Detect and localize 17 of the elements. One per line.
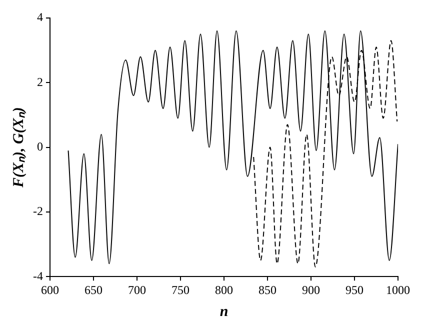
y-axis-title: F(Xₙ), G(Xₙ) — [10, 107, 27, 188]
x-tick-label: 600 — [40, 282, 59, 297]
y-tick-label: -4 — [32, 268, 43, 283]
x-axis-title: n — [220, 304, 228, 320]
y-tick-label: -2 — [32, 204, 43, 218]
x-tick-label: 750 — [172, 282, 190, 297]
x-tick-label: 900 — [302, 282, 320, 297]
x-tick-label: 850 — [258, 282, 276, 297]
y-tick-label: 2 — [36, 74, 43, 89]
x-tick-label: 950 — [346, 282, 364, 297]
x-tick-label: 1000 — [386, 282, 410, 297]
line-series — [68, 30, 398, 264]
x-tick-label: 800 — [215, 282, 233, 297]
x-tick-label: 700 — [128, 282, 146, 297]
y-tick-label: 0 — [36, 139, 43, 154]
y-tick-label: 4 — [36, 10, 43, 24]
x-tick-label: 650 — [84, 282, 102, 297]
